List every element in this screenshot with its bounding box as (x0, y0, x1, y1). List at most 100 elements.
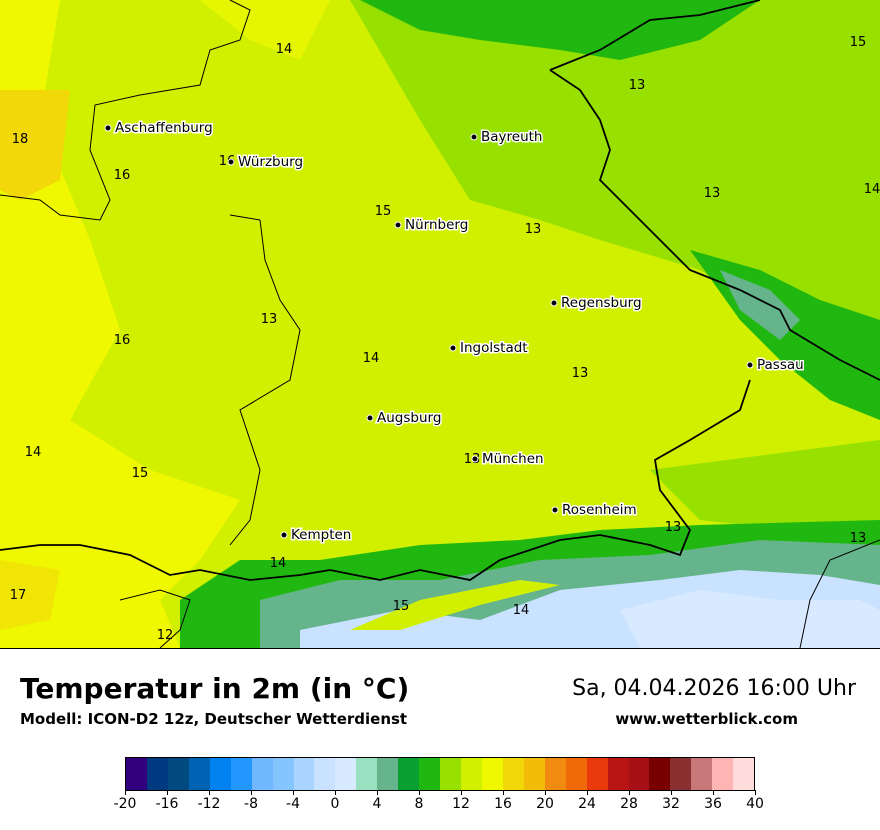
temperature-value: 14 (864, 182, 880, 197)
legend-swatch (126, 758, 147, 790)
city-marker[interactable]: Passau (746, 356, 805, 375)
tick-label: 16 (494, 796, 512, 812)
warm-zone-north (200, 0, 330, 60)
temperature-value: 12 (157, 628, 174, 643)
tick-label: 28 (620, 796, 638, 812)
city-marker[interactable]: Würzburg (227, 153, 305, 172)
city-marker[interactable]: Aschaffenburg (104, 119, 214, 138)
map-title: Temperatur in 2m (in °C) (20, 672, 410, 705)
temperature-value: 15 (375, 204, 392, 219)
city-marker[interactable]: Rosenheim (551, 501, 638, 520)
city-dot (104, 124, 112, 132)
website-link[interactable]: www.wetterblick.com (615, 710, 798, 728)
city-label: Regensburg (561, 295, 642, 311)
tick-label: -20 (113, 796, 137, 812)
temperature-value: 16 (114, 168, 131, 183)
city-dot (280, 531, 288, 539)
tick-mark (461, 790, 462, 795)
tick-mark (125, 790, 126, 795)
city-dot (471, 455, 479, 463)
tick-mark (377, 790, 378, 795)
tick-mark (335, 790, 336, 795)
legend-swatch (167, 758, 189, 790)
legend-swatch (398, 758, 420, 790)
tick-mark (713, 790, 714, 795)
tick-label: 4 (372, 796, 382, 812)
temperature-map[interactable]: 1415131816161413151313161413141315131314… (0, 0, 880, 649)
legend-swatch (335, 758, 357, 790)
legend-swatch (670, 758, 692, 790)
alps-peaks (620, 590, 880, 648)
tick-mark (293, 790, 294, 795)
temperature-value: 13 (572, 366, 589, 381)
temperature-value: 14 (25, 445, 42, 460)
city-marker[interactable]: Nürnberg (394, 216, 470, 235)
tick-mark (545, 790, 546, 795)
tick-mark (251, 790, 252, 795)
city-marker[interactable]: Augsburg (366, 409, 443, 428)
hot-spot-southwest (0, 560, 60, 630)
tick-mark (167, 790, 168, 795)
legend-swatch (461, 758, 482, 790)
city-dot (449, 344, 457, 352)
city-label: München (482, 451, 544, 467)
legend-swatch (586, 758, 608, 790)
city-dot (746, 361, 754, 369)
tick-mark (629, 790, 630, 795)
tick-label: 0 (330, 796, 340, 812)
temperature-value: 14 (270, 556, 287, 571)
legend-swatch (523, 758, 545, 790)
tick-label: 32 (662, 796, 680, 812)
legend-swatch (733, 758, 755, 790)
city-label: Bayreuth (481, 129, 543, 145)
city-marker[interactable]: Bayreuth (470, 128, 544, 147)
temperature-value: 17 (10, 588, 27, 603)
tick-mark (503, 790, 504, 795)
city-marker[interactable]: Kempten (280, 526, 353, 545)
legend-swatch (293, 758, 315, 790)
temperature-value: 13 (261, 312, 278, 327)
temperature-value: 15 (132, 466, 149, 481)
temperature-value: 15 (850, 35, 867, 50)
legend-swatch (377, 758, 399, 790)
legend-swatch (314, 758, 336, 790)
tick-mark (587, 790, 588, 795)
temperature-value: 14 (513, 603, 530, 618)
legend-swatch (712, 758, 734, 790)
borders (0, 0, 880, 648)
warm-zone-west (0, 0, 240, 648)
city-label: Kempten (291, 527, 351, 543)
city-marker[interactable]: Regensburg (550, 294, 643, 313)
city-label: Würzburg (238, 154, 303, 170)
temperature-value: 15 (393, 599, 410, 614)
tick-mark (419, 790, 420, 795)
city-label: Augsburg (377, 410, 441, 426)
city-label: Nürnberg (405, 217, 468, 233)
city-label: Passau (757, 357, 804, 373)
cool-zone-east (650, 440, 880, 540)
legend-swatch (251, 758, 273, 790)
temperature-value: 14 (363, 351, 380, 366)
city-marker[interactable]: München (471, 450, 545, 469)
tick-label: 12 (452, 796, 470, 812)
city-dot (394, 221, 402, 229)
legend-swatch (188, 758, 210, 790)
tick-mark (755, 790, 756, 795)
legend-swatch (481, 758, 503, 790)
tick-label: 36 (704, 796, 722, 812)
legend-swatch (356, 758, 378, 790)
legend-swatch (691, 758, 713, 790)
temperature-value: 14 (276, 42, 293, 57)
tick-label: 20 (536, 796, 554, 812)
legend-swatch (502, 758, 524, 790)
legend-swatch (209, 758, 231, 790)
legend-swatch (628, 758, 650, 790)
tick-label: -16 (155, 796, 179, 812)
legend-swatch (272, 758, 294, 790)
legend-swatch (419, 758, 441, 790)
tick-mark (209, 790, 210, 795)
city-marker[interactable]: Ingolstadt (449, 339, 529, 358)
legend-swatch (649, 758, 671, 790)
legend-swatch (230, 758, 252, 790)
temperature-value: 13 (704, 186, 721, 201)
